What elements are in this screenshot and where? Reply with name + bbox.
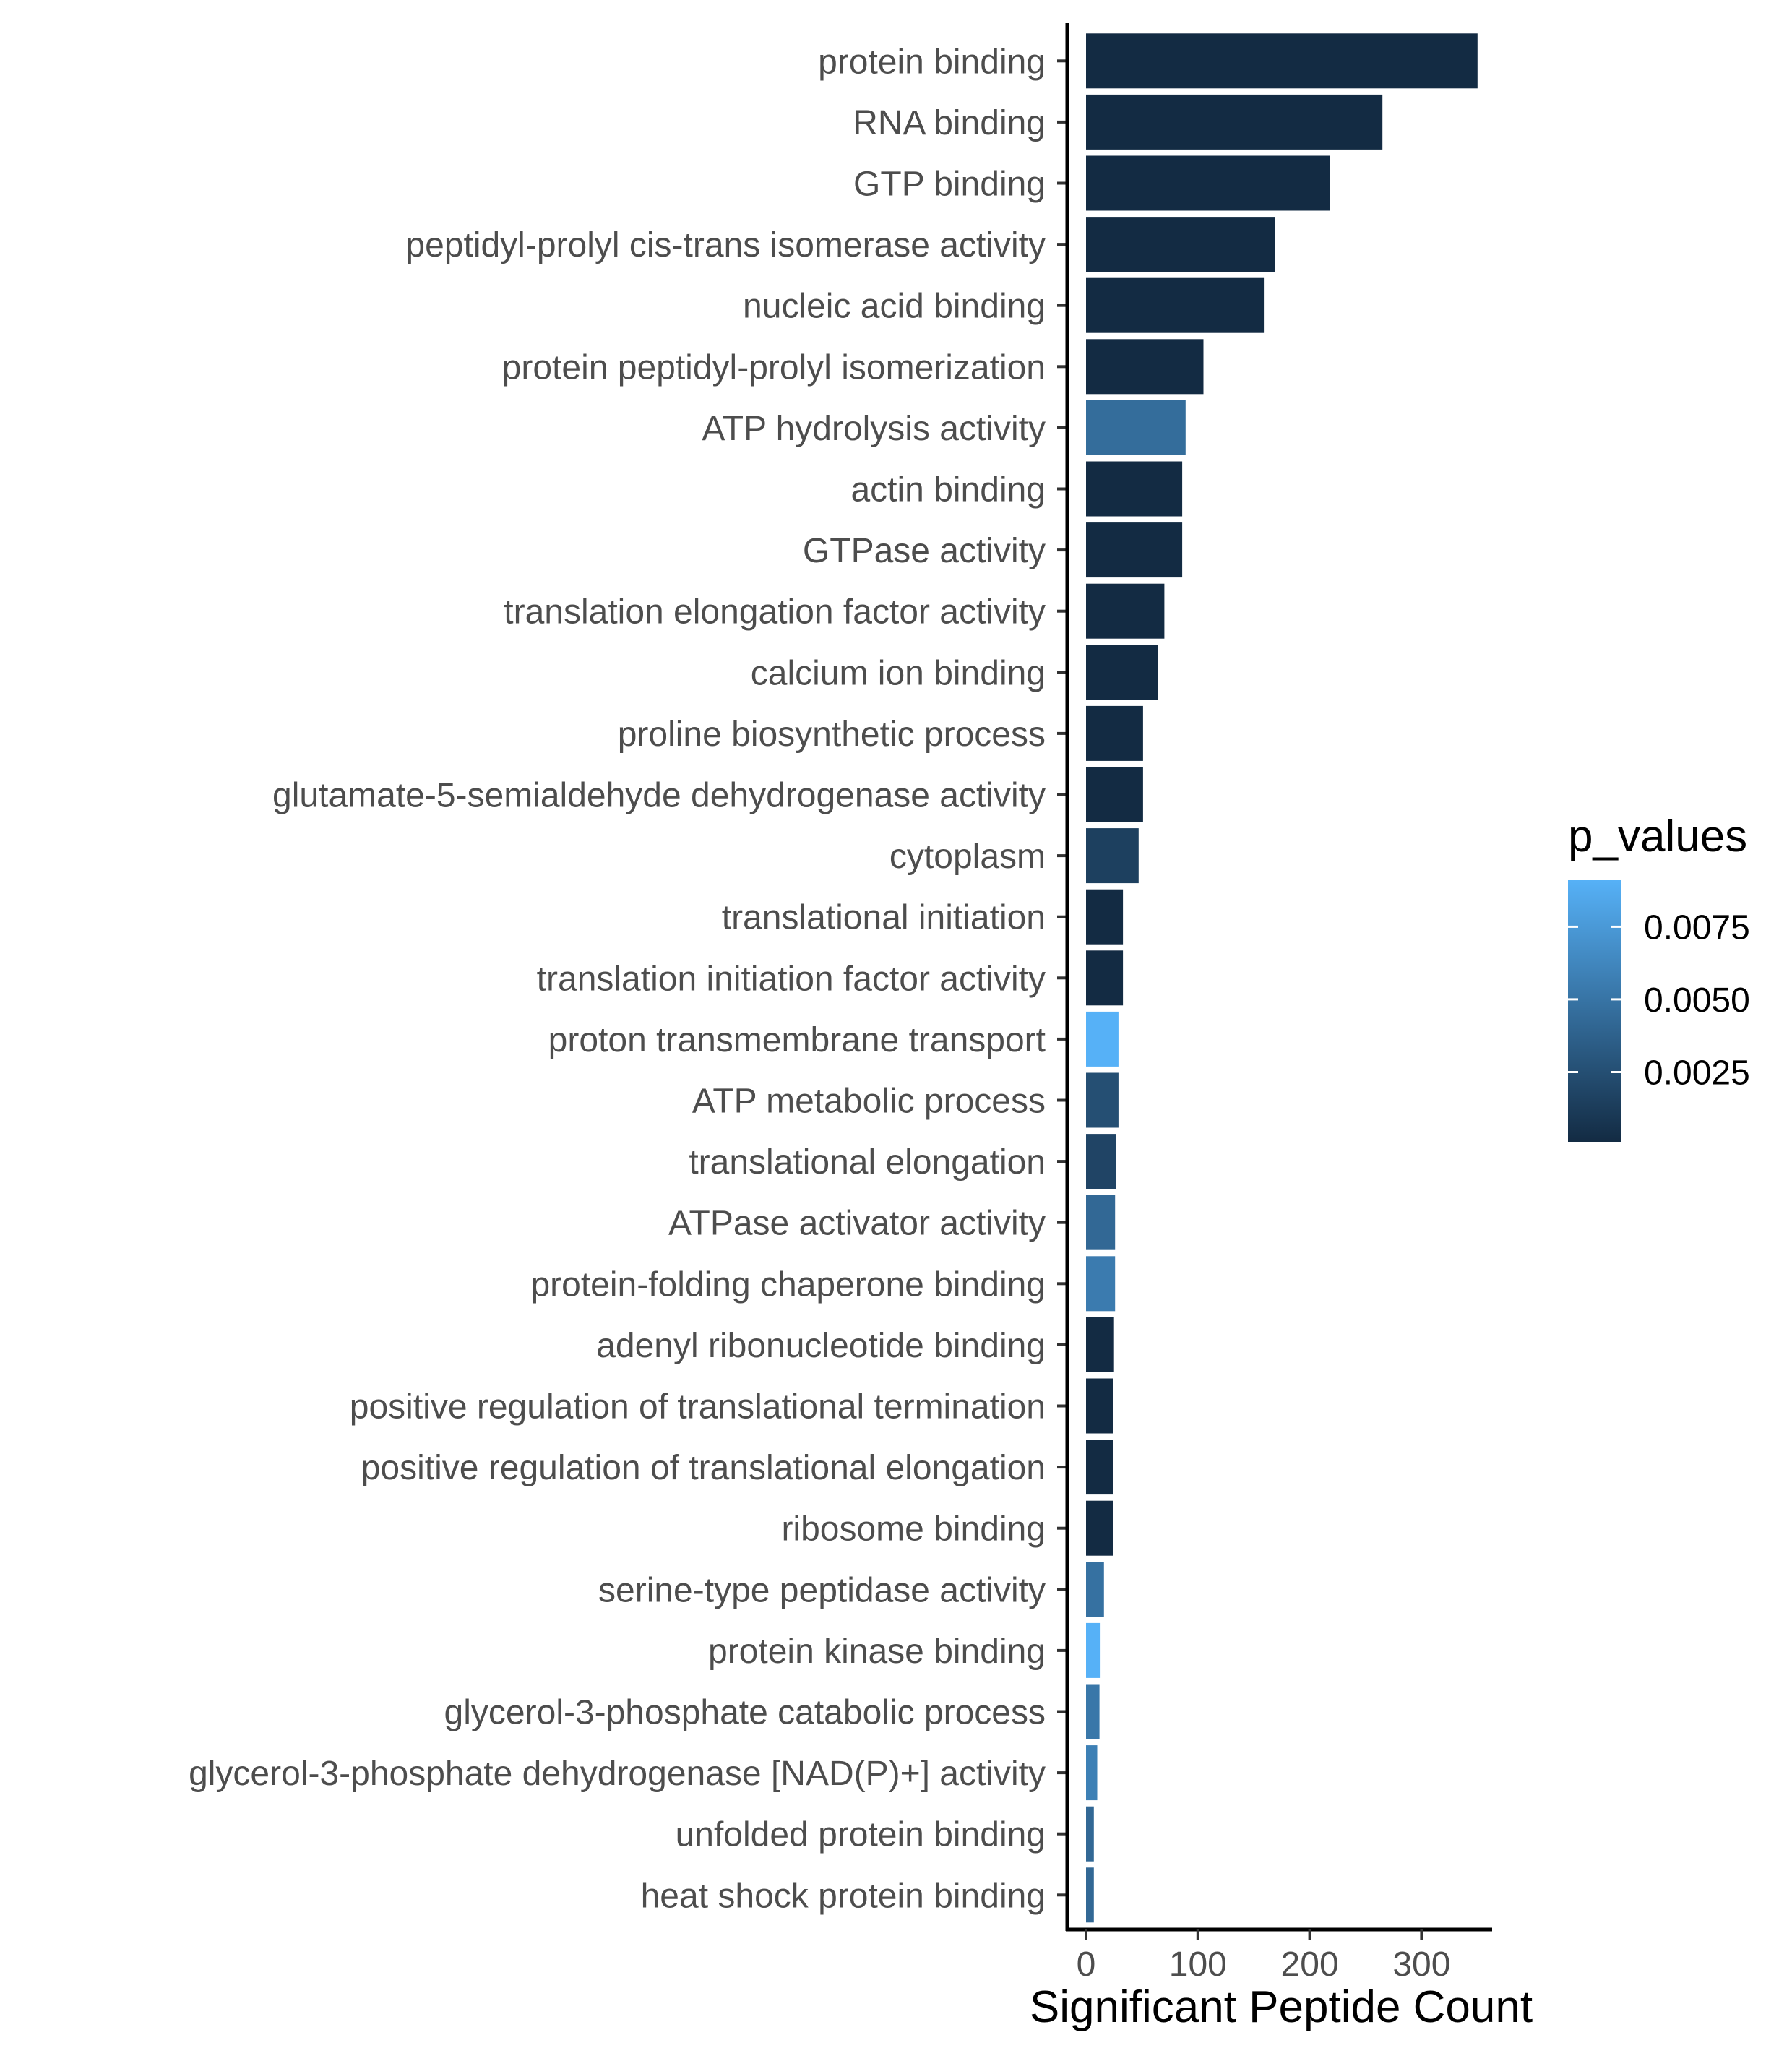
bar (1086, 522, 1183, 578)
category-label: glycerol-3-phosphate catabolic process (444, 1694, 1046, 1732)
bar (1086, 1500, 1113, 1556)
category-labels: protein binding RNA binding GTP binding pep… (189, 43, 1046, 1915)
bar (1086, 583, 1165, 639)
category-label: proline biosynthetic process (618, 715, 1046, 754)
bar (1086, 94, 1383, 150)
category-label: actin binding (850, 471, 1046, 509)
bar (1086, 1256, 1116, 1312)
bar (1086, 1134, 1116, 1189)
bar (1086, 1867, 1094, 1923)
bar (1086, 950, 1124, 1006)
bar (1086, 339, 1204, 395)
x-tick-label: 300 (1392, 1945, 1450, 1984)
category-label: translational elongation (689, 1143, 1046, 1182)
legend-tick-label: 0.0075 (1644, 908, 1750, 947)
category-label: ATPase activator activity (668, 1205, 1046, 1243)
category-label: translational initiation (722, 899, 1046, 937)
legend-tick-label: 0.0025 (1644, 1054, 1750, 1093)
category-label: ATP metabolic process (692, 1083, 1046, 1121)
category-label: positive regulation of translational elo… (361, 1449, 1046, 1487)
legend: p_values 0.0025 0.0050 0.0075 (1568, 812, 1750, 1142)
category-label: unfolded protein binding (676, 1816, 1046, 1854)
x-tick-label: 100 (1169, 1945, 1227, 1984)
y-axis (1057, 23, 1069, 1931)
bar (1086, 1745, 1098, 1801)
category-label: heat shock protein binding (641, 1877, 1046, 1915)
bar (1086, 1072, 1119, 1128)
bar (1086, 1317, 1114, 1372)
category-label: glycerol-3-phosphate dehydrogenase [NAD(… (189, 1755, 1046, 1793)
bar (1086, 217, 1275, 272)
bar (1086, 461, 1183, 517)
category-label: serine-type peptidase activity (598, 1571, 1046, 1609)
category-label: positive regulation of translational ter… (350, 1388, 1046, 1427)
category-label: translation initiation factor activity (537, 960, 1046, 998)
legend-tick-label: 0.0050 (1644, 981, 1750, 1020)
bar (1086, 645, 1158, 700)
category-label: glutamate-5-semialdehyde dehydrogenase a… (272, 777, 1046, 815)
bar (1086, 1440, 1113, 1495)
category-label: protein binding (818, 43, 1046, 81)
bar (1086, 1622, 1101, 1678)
bar (1086, 1562, 1104, 1617)
category-label: proton transmembrane transport (548, 1021, 1046, 1059)
bar (1086, 33, 1478, 89)
legend-title: p_values (1568, 812, 1747, 861)
category-label: calcium ion binding (751, 654, 1046, 692)
x-tick-label: 200 (1281, 1945, 1339, 1984)
bar (1086, 1011, 1119, 1067)
category-label: cytoplasm (889, 838, 1046, 876)
bar (1086, 1195, 1116, 1250)
category-label: GTPase activity (803, 532, 1046, 570)
bar (1086, 889, 1124, 945)
category-label: protein-folding chaperone binding (530, 1265, 1046, 1304)
category-label: protein kinase binding (708, 1632, 1046, 1671)
bar (1086, 828, 1139, 884)
category-label: ribosome binding (781, 1510, 1046, 1549)
bar (1086, 1378, 1113, 1434)
x-axis: 0 100 200 300 (1066, 1927, 1492, 1984)
x-axis-title: Significant Peptide Count (1030, 1982, 1533, 2032)
category-label: GTP binding (853, 165, 1046, 204)
category-label: RNA binding (853, 104, 1046, 142)
category-label: nucleic acid binding (743, 288, 1046, 326)
bar (1086, 400, 1186, 455)
legend-colorbar (1568, 880, 1621, 1142)
bar (1086, 1806, 1094, 1862)
category-label: protein peptidyl-prolyl isomerization (502, 348, 1046, 387)
category-label: translation elongation factor activity (504, 593, 1046, 632)
category-label: ATP hydrolysis activity (702, 410, 1046, 448)
legend-ticks: 0.0025 0.0050 0.0075 (1568, 908, 1750, 1093)
bar (1086, 277, 1265, 333)
bar (1086, 705, 1143, 761)
category-label: adenyl ribonucleotide binding (596, 1327, 1046, 1365)
bar (1086, 155, 1330, 211)
category-label: peptidyl-prolyl cis-trans isomerase acti… (405, 226, 1046, 264)
bars-layer (1086, 33, 1478, 1923)
x-tick-label: 0 (1077, 1945, 1096, 1984)
bar (1086, 767, 1143, 822)
bar (1086, 1684, 1100, 1739)
